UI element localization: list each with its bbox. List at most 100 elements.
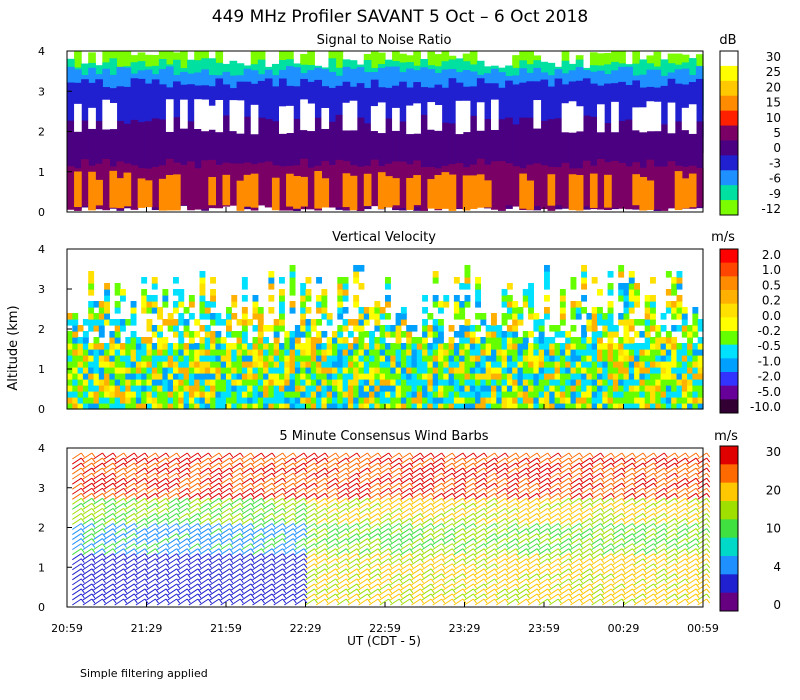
wind-barb-flag bbox=[239, 462, 244, 468]
vv-cell bbox=[337, 391, 344, 398]
wind-barb bbox=[220, 553, 230, 561]
wind-barb bbox=[464, 457, 474, 465]
wind-barb-flag bbox=[218, 598, 223, 604]
vv-cell bbox=[544, 277, 550, 284]
vv-cell bbox=[321, 379, 328, 386]
wind-barb bbox=[262, 593, 273, 601]
wind-barb-flag bbox=[112, 457, 117, 463]
wind-barb bbox=[199, 462, 209, 470]
vv-cell bbox=[443, 379, 450, 386]
snr-cell bbox=[476, 102, 485, 131]
vv-cell bbox=[284, 343, 291, 350]
wind-barb-flag bbox=[123, 508, 128, 513]
wind-barb-flag bbox=[335, 563, 340, 569]
vv-cell bbox=[252, 343, 259, 350]
wind-barb-flag bbox=[303, 533, 308, 538]
wind-barb-flag bbox=[165, 452, 170, 458]
vv-cell bbox=[422, 319, 428, 326]
wind-barb bbox=[82, 558, 93, 566]
vv-cell bbox=[130, 379, 137, 386]
vv-cell bbox=[628, 385, 635, 392]
wind-barb-flag bbox=[91, 518, 96, 523]
wind-barb-flag bbox=[367, 588, 371, 594]
wind-barb-flag bbox=[473, 578, 477, 584]
wind-barb bbox=[411, 452, 421, 460]
vv-cell bbox=[114, 307, 121, 314]
vv-cell bbox=[363, 367, 370, 374]
vv-cell bbox=[538, 343, 545, 350]
wind-barb-flag bbox=[102, 538, 106, 543]
wind-barb-flag bbox=[409, 538, 414, 543]
snr-cell bbox=[257, 117, 266, 206]
wind-barb bbox=[273, 452, 283, 460]
wind-barb bbox=[72, 568, 82, 576]
wind-barb bbox=[114, 507, 124, 515]
vv-cell bbox=[289, 373, 296, 380]
vv-cell bbox=[151, 325, 158, 332]
vv-cell bbox=[655, 325, 662, 332]
wind-barb-flag bbox=[91, 457, 96, 463]
vv-cell bbox=[416, 385, 423, 392]
wind-barb-flag bbox=[335, 518, 340, 523]
wind-barb-flag bbox=[133, 568, 138, 574]
vv-cell bbox=[72, 379, 79, 386]
wind-barb bbox=[411, 482, 421, 490]
vv-cell bbox=[496, 391, 503, 398]
vv-cell bbox=[591, 307, 598, 314]
vv-cell bbox=[575, 349, 582, 356]
vv-cell bbox=[130, 355, 137, 362]
wind-barb-flag bbox=[80, 462, 85, 468]
vv-cell bbox=[173, 373, 179, 380]
vv-cell bbox=[369, 307, 375, 314]
wind-barb bbox=[464, 487, 474, 495]
vv-cell bbox=[491, 355, 497, 362]
vv-cell bbox=[252, 367, 259, 374]
vv-cell bbox=[326, 391, 333, 398]
wind-barb-flag bbox=[218, 553, 223, 558]
vv-cell bbox=[342, 379, 349, 386]
wind-barb-flag bbox=[250, 457, 255, 463]
wind-barb-flag bbox=[324, 583, 329, 589]
wind-barb-flag bbox=[133, 523, 138, 528]
vv-cell bbox=[681, 403, 688, 410]
wind-barb-flag bbox=[430, 487, 435, 493]
wind-barb bbox=[432, 558, 442, 566]
vv-cell bbox=[146, 361, 153, 368]
wind-barb bbox=[93, 467, 103, 475]
wind-barb-flag bbox=[218, 523, 223, 528]
wind-barb bbox=[284, 477, 294, 485]
vv-cell bbox=[353, 367, 360, 374]
wind-barb bbox=[93, 452, 103, 460]
vv-cell bbox=[310, 385, 317, 392]
wind-barb-flag bbox=[176, 503, 181, 508]
wind-barb-flag bbox=[91, 482, 96, 488]
snr-cell bbox=[674, 171, 683, 211]
wind-barb-flag bbox=[388, 563, 393, 569]
wind-barb bbox=[241, 482, 252, 490]
wind-barb-flag bbox=[314, 518, 318, 523]
wind-barb bbox=[315, 593, 326, 601]
wind-barb bbox=[135, 513, 146, 520]
wind-barb bbox=[156, 452, 167, 460]
vv-cell bbox=[554, 379, 561, 386]
wind-barb bbox=[485, 563, 495, 571]
vv-cell bbox=[453, 391, 460, 398]
wind-barb-flag bbox=[80, 467, 85, 473]
wind-barb-flag bbox=[462, 503, 467, 508]
vv-cell bbox=[236, 385, 243, 392]
wind-barb-flag bbox=[473, 573, 477, 579]
vv-cell bbox=[422, 385, 428, 392]
wind-barb-flag bbox=[292, 598, 297, 604]
wind-barb bbox=[390, 482, 400, 490]
wind-barb bbox=[294, 573, 305, 581]
wind-barb-flag bbox=[420, 498, 424, 503]
vv-cell bbox=[279, 289, 285, 296]
vv-cell bbox=[72, 391, 79, 398]
vv-cell bbox=[501, 313, 508, 320]
colorbar-tick-label: 1.0 bbox=[762, 263, 781, 277]
vv-cell bbox=[178, 331, 185, 338]
vv-cell bbox=[204, 301, 211, 308]
wind-barb-flag bbox=[112, 553, 117, 558]
vv-cell bbox=[284, 349, 291, 356]
vv-cell bbox=[379, 379, 386, 386]
